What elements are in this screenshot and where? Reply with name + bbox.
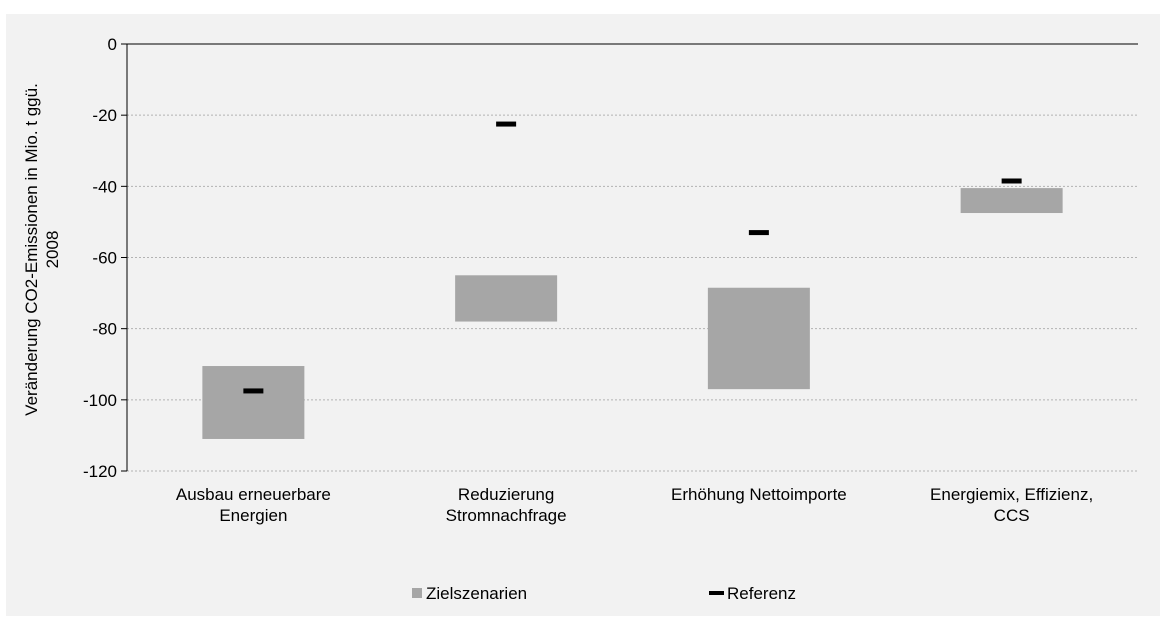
- category-labels: Ausbau erneuerbare Energien Reduzierung Str…: [176, 485, 1093, 525]
- bars: [202, 188, 1063, 439]
- y-axis-label: Veränderung CO2-Emissionen in Mio. t ggü…: [22, 83, 62, 416]
- y-tick-label: -60: [92, 249, 117, 268]
- chart-area: 0 -20 -40 -60 -80 -100 -120 Ausbau erneuerbare…: [6, 14, 1160, 616]
- y-tick-label: -20: [92, 106, 117, 125]
- bar-zielszenarien: [455, 275, 558, 322]
- chart-svg: 0 -20 -40 -60 -80 -100 -120 Ausbau erneuerbare…: [22, 35, 1138, 603]
- marker-referenz: [1001, 178, 1022, 184]
- axes: [121, 43, 1138, 472]
- y-tick-label: 0: [108, 35, 117, 54]
- y-tick-labels: 0 -20 -40 -60 -80 -100 -120: [83, 35, 117, 481]
- bar-zielszenarien: [707, 287, 810, 390]
- marker-referenz: [496, 121, 517, 127]
- y-tick-label: -100: [83, 391, 117, 410]
- marker-referenz: [243, 388, 264, 394]
- reference-markers: [243, 121, 1022, 394]
- legend-label-zielszenarien: Zielszenarien: [426, 584, 527, 603]
- bar-zielszenarien: [960, 188, 1063, 214]
- y-tick-label: -120: [83, 462, 117, 481]
- category-label: Reduzierung Stromnachfrage: [446, 485, 567, 525]
- legend-swatch-referenz: [709, 591, 724, 595]
- y-tick-label: -40: [92, 177, 117, 196]
- y-tick-label: -80: [92, 320, 117, 339]
- category-label: Energiemix, Effizienz, CCS: [930, 485, 1093, 525]
- category-label: Ausbau erneuerbare Energien: [176, 485, 331, 525]
- legend-swatch-zielszenarien: [412, 588, 422, 598]
- legend: Zielszenarien Referenz: [412, 584, 796, 603]
- gridlines: [127, 114, 1138, 472]
- legend-label-referenz: Referenz: [727, 584, 796, 603]
- category-label: Erhöhung Nettoimporte: [671, 485, 847, 504]
- marker-referenz: [748, 230, 769, 236]
- bar-zielszenarien: [202, 366, 305, 439]
